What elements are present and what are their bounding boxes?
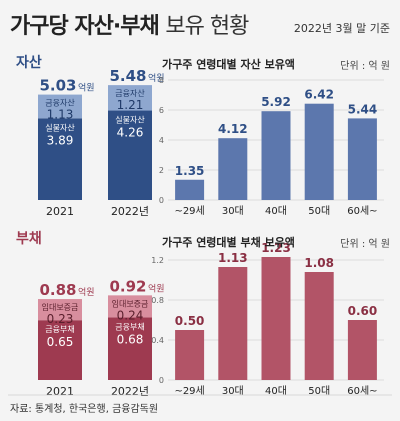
bar-value-label: 0.50	[175, 314, 205, 328]
age-bar	[175, 179, 205, 200]
stack-bar-bottom	[38, 118, 82, 200]
x-tick-label: 60세~	[347, 205, 377, 217]
y-tick-label: 0	[159, 376, 164, 385]
age-bar	[218, 267, 248, 380]
segment-label: 금융자산	[45, 98, 75, 108]
y-tick-label: 0.8	[151, 296, 164, 305]
segment-value: 0.68	[117, 332, 144, 346]
segment-label: 금융부채	[45, 324, 74, 334]
debt-age-chart-title: 가구주 연령대별 부채 보유액	[162, 236, 295, 249]
bar-value-label: 1.13	[218, 251, 248, 265]
segment-label: 임대보증금	[112, 299, 149, 308]
stack-bar-top	[108, 295, 152, 318]
age-bar	[304, 272, 334, 380]
segment-value: 0.23	[47, 312, 74, 326]
y-tick-label: 8	[159, 76, 164, 85]
x-tick-label: 60세~	[347, 385, 377, 397]
asset-age-chart-title: 가구주 연령대별 자산 보유액	[162, 58, 295, 71]
age-bar	[218, 138, 248, 200]
y-tick-label: 2	[159, 166, 164, 175]
total-unit: 억원	[78, 82, 95, 94]
year-label: 2022년	[111, 205, 149, 218]
bar-value-label: 1.08	[304, 256, 334, 270]
y-tick-label: 1.2	[151, 256, 164, 265]
segment-value: 4.26	[117, 126, 144, 140]
title-bold: 가구당 자산·부채	[10, 14, 160, 39]
date-label: 2022년 3월 말 기준	[293, 22, 390, 35]
segment-value: 0.24	[117, 308, 144, 322]
segment-label: 금융자산	[115, 88, 145, 98]
bar-value-label: 1.23	[261, 241, 291, 255]
segment-label: 실물자산	[45, 122, 75, 132]
age-bar	[347, 118, 377, 200]
x-tick-label: 50대	[308, 385, 330, 397]
asset-section-label: 자산	[16, 55, 42, 71]
bar-value-label: 6.42	[304, 88, 334, 102]
page-title: 가구당 자산·부채 보유 현황	[10, 8, 249, 40]
total-value: 0.88	[39, 281, 76, 299]
stack-bar-bottom	[38, 320, 82, 380]
stack-bar-top	[38, 94, 82, 119]
segment-value: 1.13	[47, 108, 74, 122]
age-bar	[304, 103, 334, 200]
x-tick-label: 50대	[308, 205, 330, 217]
age-bar	[347, 320, 377, 380]
stack-bar-top	[108, 85, 152, 111]
debt-section-label: 부채	[16, 231, 42, 247]
stack-bar-top	[38, 299, 82, 321]
source-note: 자료: 통계청, 한국은행, 금융감독원	[10, 404, 159, 415]
bar-value-label: 5.44	[348, 102, 378, 116]
title-light: 보유 현황	[165, 14, 249, 39]
x-tick-label: ~29세	[174, 205, 204, 217]
year-label: 2021	[46, 205, 74, 218]
segment-label: 금융부채	[115, 321, 144, 331]
segment-value: 0.65	[47, 335, 74, 349]
bar-value-label: 5.92	[261, 95, 291, 109]
x-tick-label: 40대	[265, 385, 287, 397]
stack-bar-bottom	[108, 110, 152, 200]
y-tick-label: 4	[159, 136, 164, 145]
total-value: 5.48	[109, 67, 146, 85]
x-tick-label: 40대	[265, 205, 287, 217]
total-value: 5.03	[39, 77, 76, 95]
total-unit: 억원	[148, 282, 165, 294]
bar-value-label: 4.12	[218, 122, 248, 136]
y-tick-label: 6	[159, 106, 164, 115]
total-unit: 억원	[148, 72, 165, 84]
bar-value-label: 0.60	[348, 304, 378, 318]
segment-value: 1.21	[117, 98, 144, 112]
debt-unit-label: 단위 : 억 원	[340, 239, 390, 250]
total-value: 0.92	[109, 277, 146, 295]
x-tick-label: 30대	[222, 205, 244, 217]
y-tick-label: 0.4	[151, 336, 164, 345]
x-tick-label: 30대	[222, 385, 244, 397]
y-tick-label: 0	[159, 196, 164, 205]
year-label: 2022년	[111, 385, 149, 398]
age-bar	[175, 330, 205, 380]
x-tick-label: ~29세	[174, 385, 204, 397]
age-bar	[261, 111, 291, 200]
segment-label: 실물자산	[115, 115, 145, 125]
asset-unit-label: 단위 : 억 원	[340, 61, 390, 72]
segment-label: 임대보증금	[42, 303, 79, 312]
total-unit: 억원	[78, 286, 95, 298]
segment-value: 3.89	[47, 133, 74, 147]
bar-value-label: 1.35	[175, 164, 205, 178]
year-label: 2021	[46, 385, 74, 398]
stack-bar-bottom	[108, 317, 152, 380]
age-bar	[261, 257, 291, 380]
